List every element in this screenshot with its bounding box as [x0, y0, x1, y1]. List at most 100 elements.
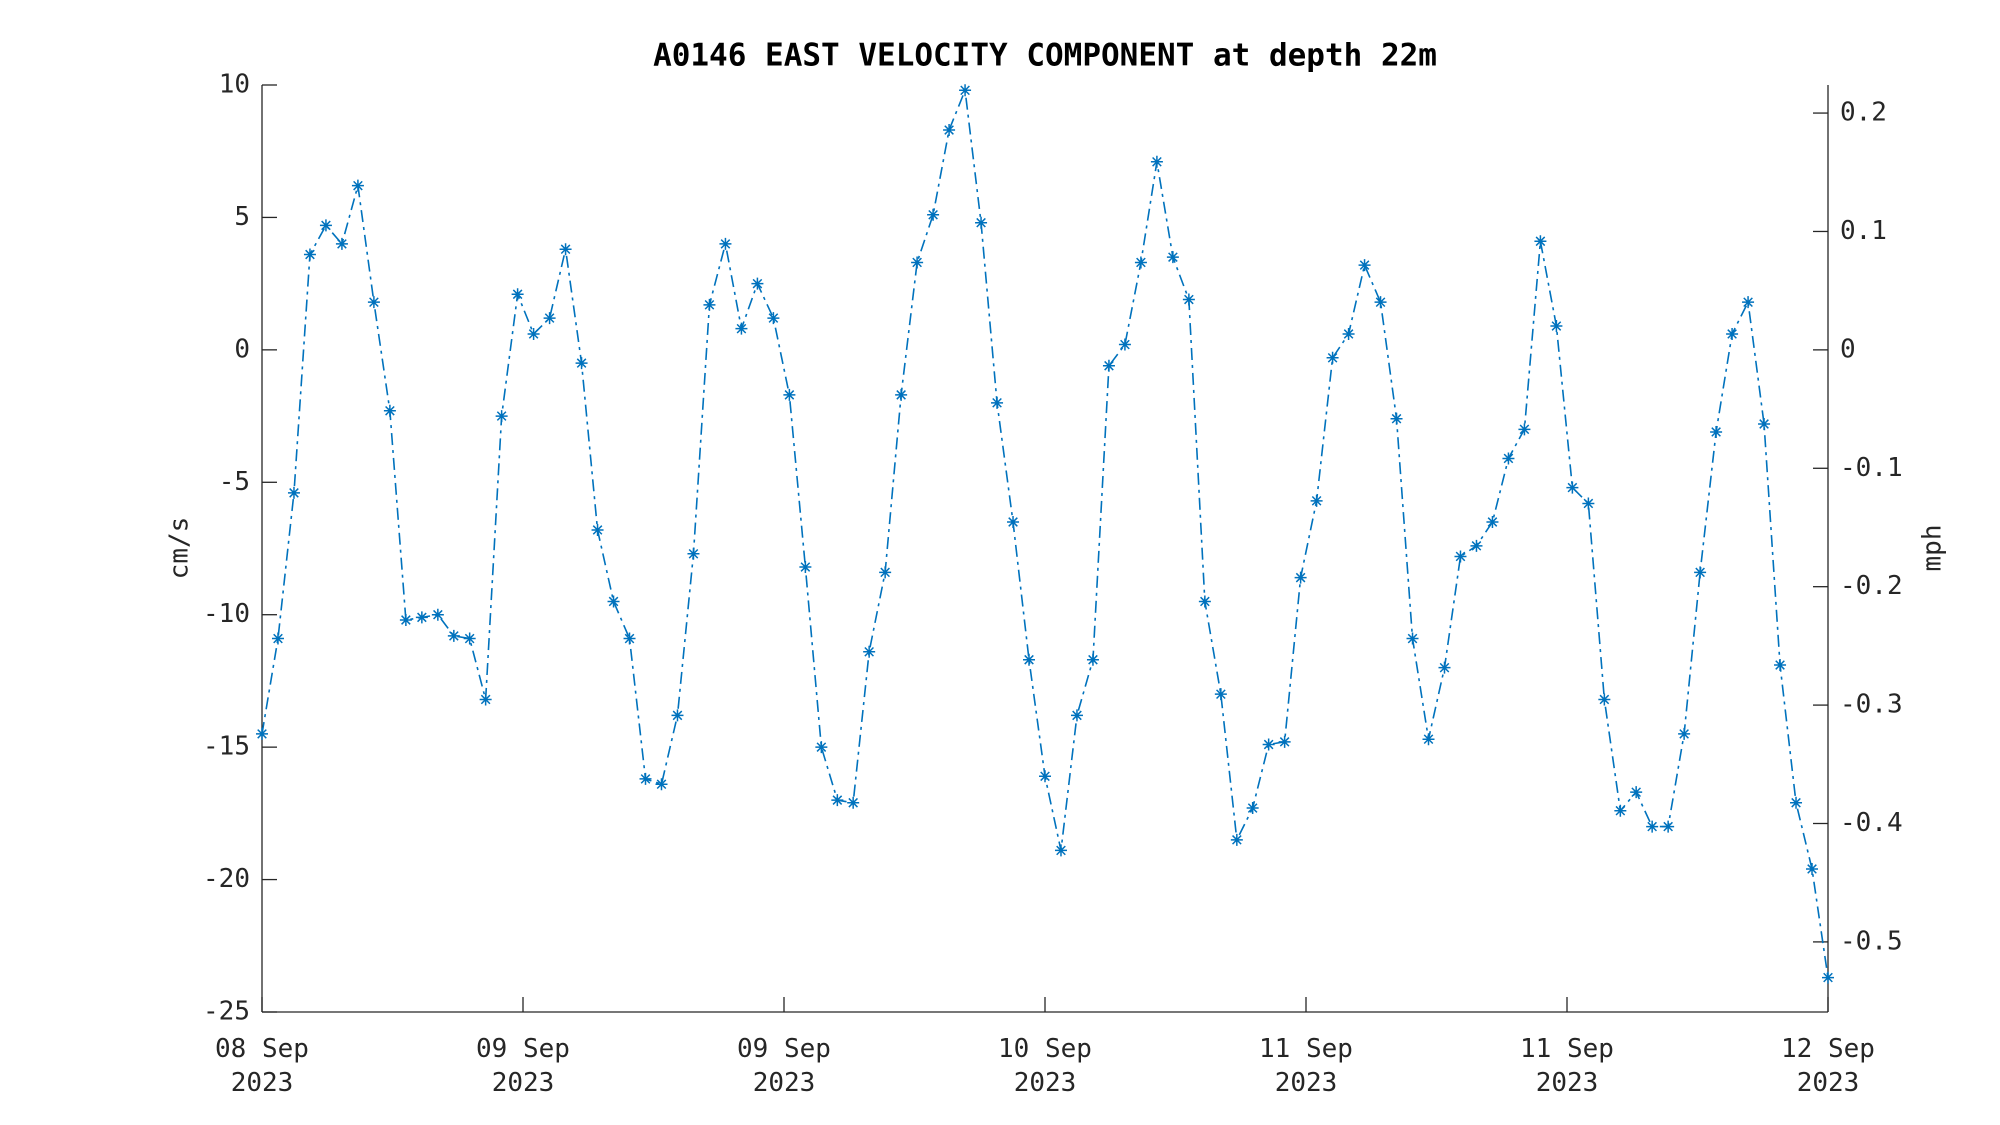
data-marker [591, 523, 604, 536]
data-marker [383, 404, 396, 417]
data-marker [1007, 516, 1020, 529]
data-marker [1774, 659, 1787, 672]
data-marker [1326, 351, 1339, 364]
x-tick-label: 11 Sep 2023 [1520, 1034, 1614, 1098]
data-marker [1470, 539, 1483, 552]
data-marker [1790, 796, 1803, 809]
data-marker [1406, 632, 1419, 645]
x-tick-label: 08 Sep 2023 [215, 1034, 309, 1098]
x-tick-label-box: 11 Sep 2023 [1259, 1034, 1353, 1098]
data-marker [927, 208, 940, 221]
y-tick-label: 10 [219, 70, 250, 100]
data-marker [1023, 653, 1036, 666]
y-tick-label: -25 [203, 997, 250, 1027]
x-tick-label: 09 Sep 2023 [737, 1034, 831, 1098]
data-marker [751, 277, 764, 290]
y2-axis-label: mph [1918, 525, 1948, 572]
data-marker [303, 248, 316, 261]
data-marker [1502, 452, 1515, 465]
data-marker [1694, 566, 1707, 579]
data-marker [335, 237, 348, 250]
data-marker [1614, 804, 1627, 817]
x-tick-label: 10 Sep 2023 [998, 1034, 1092, 1098]
data-marker [671, 709, 684, 722]
x-tick-label-box: 11 Sep 2023 [1520, 1034, 1614, 1098]
data-marker [1598, 693, 1611, 706]
data-marker [1278, 735, 1291, 748]
y-axis-label: cm/s [165, 517, 195, 580]
data-marker [256, 727, 268, 740]
data-marker [1262, 738, 1275, 751]
data-marker [1310, 494, 1323, 507]
data-marker [367, 296, 380, 309]
x-tick-label: 11 Sep 2023 [1259, 1034, 1353, 1098]
data-marker [1342, 327, 1355, 340]
data-marker [1518, 423, 1531, 436]
data-marker [815, 741, 828, 754]
data-marker [1390, 412, 1403, 425]
data-marker [1566, 481, 1579, 494]
data-marker [1166, 251, 1179, 264]
data-marker [879, 566, 892, 579]
data-marker [1150, 155, 1163, 168]
data-marker [847, 796, 860, 809]
data-marker [1678, 727, 1691, 740]
data-marker [511, 288, 524, 301]
data-marker [1758, 418, 1771, 431]
y2-tick-label: -0.4 [1840, 808, 1903, 838]
data-marker [1630, 786, 1643, 799]
data-marker [863, 645, 876, 658]
data-marker [559, 243, 572, 256]
data-marker [1182, 293, 1195, 306]
x-tick-label-box: 09 Sep 2023 [737, 1034, 831, 1098]
data-marker [463, 632, 476, 645]
data-marker [719, 237, 732, 250]
data-marker [623, 632, 636, 645]
y2-tick-label: 0.2 [1840, 98, 1887, 128]
data-marker [1358, 259, 1371, 272]
data-marker [1582, 497, 1595, 510]
data-marker [1118, 338, 1131, 351]
x-tick-label-box: 08 Sep 2023 [215, 1034, 309, 1098]
data-marker [1726, 327, 1739, 340]
data-marker [1054, 844, 1067, 857]
data-marker [767, 312, 780, 325]
data-marker [1198, 595, 1211, 608]
data-marker [607, 595, 620, 608]
data-marker [1486, 516, 1499, 529]
y-tick-label: -10 [203, 599, 250, 629]
data-marker [735, 322, 748, 335]
data-marker [1438, 661, 1451, 674]
data-marker [1070, 709, 1083, 722]
y-tick-label: 5 [234, 202, 250, 232]
y2-tick-label: -0.1 [1840, 453, 1903, 483]
data-marker [287, 486, 300, 499]
y-tick-label: -5 [219, 467, 250, 497]
data-marker [1822, 971, 1834, 984]
y-tick-label: -20 [203, 864, 250, 894]
x-tick-label-box: 12 Sep 2023 [1781, 1034, 1875, 1098]
data-marker [1039, 770, 1051, 783]
data-marker [1742, 296, 1755, 309]
data-marker [431, 608, 444, 621]
data-marker [1374, 296, 1387, 309]
data-marker [799, 561, 812, 574]
y-tick-label: -15 [203, 732, 250, 762]
data-marker [1646, 820, 1659, 833]
data-marker [543, 312, 556, 325]
data-marker [1134, 256, 1147, 269]
y2-tick-label: -0.3 [1840, 690, 1903, 720]
data-marker [1454, 550, 1467, 563]
y2-tick-label: -0.2 [1840, 571, 1903, 601]
data-marker [415, 611, 428, 624]
chart-title: A0146 EAST VELOCITY COMPONENT at depth 2… [653, 38, 1437, 74]
data-marker [351, 179, 364, 192]
x-tick-label-box: 09 Sep 2023 [476, 1034, 570, 1098]
data-marker [575, 357, 588, 370]
y2-tick-label: 0 [1840, 334, 1856, 364]
x-tick-label-box: 10 Sep 2023 [998, 1034, 1092, 1098]
data-marker [495, 410, 508, 423]
data-marker [975, 216, 988, 229]
